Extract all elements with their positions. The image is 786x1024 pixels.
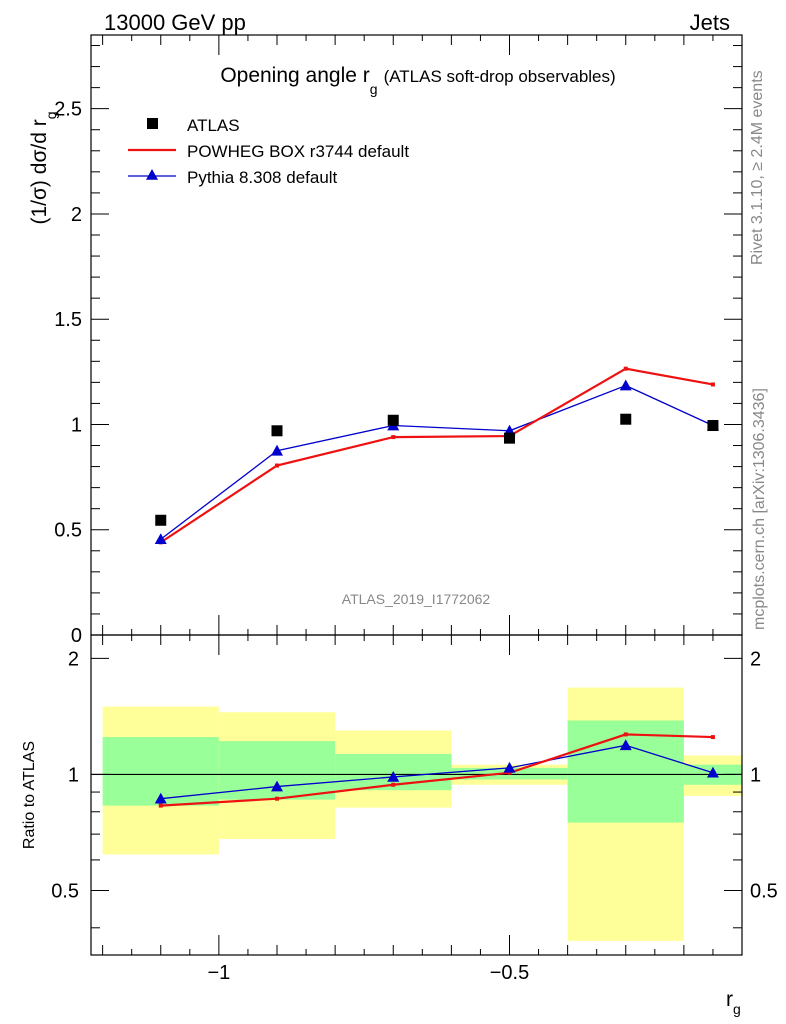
legend-label: Pythia 8.308 default <box>187 168 338 187</box>
x-axis-label: rg <box>726 988 741 1017</box>
main-y-tick-label: 1 <box>71 414 82 436</box>
ratio-panel-frame <box>90 634 743 956</box>
powheg-point <box>623 366 628 371</box>
main-y-tick-label: 2.5 <box>54 99 82 121</box>
ratio-pythia-point <box>387 770 400 782</box>
ratio-powheg-point <box>158 803 163 808</box>
analysis-watermark: ATLAS_2019_I1772062 <box>342 591 491 607</box>
x-tick-label: −1 <box>207 962 230 984</box>
main-y-tick-label: 0 <box>71 625 82 647</box>
ratio-powheg-line <box>160 733 713 807</box>
ratio-uncertainty-bands <box>91 687 742 941</box>
ratio-powheg-point <box>275 796 279 801</box>
ratio-pythia-point <box>706 766 719 778</box>
ratio-y-tick-label-right: 0.5 <box>750 880 778 902</box>
ratio-band-inner <box>567 720 684 823</box>
atlas-point <box>271 425 283 437</box>
plot-title: Opening angle rg(ATLAS soft-drop observa… <box>220 64 615 97</box>
main-y-axis-label: (1/σ) dσ/d rg <box>28 111 59 224</box>
ratio-powheg-point <box>710 735 715 740</box>
x-tick-label: −0.5 <box>490 962 529 984</box>
legend-label: POWHEG BOX r3744 default <box>187 142 409 161</box>
ratio-y-tick-label: 2 <box>68 648 79 670</box>
ratio-y-tick-label-right: 1 <box>750 764 761 786</box>
header-category-label: Jets <box>690 10 730 35</box>
ratio-y-tick-label-right: 2 <box>750 648 761 670</box>
powheg-point <box>391 435 396 440</box>
ratio-pythia-point <box>503 761 516 773</box>
atlas-point <box>504 432 515 444</box>
legend-label: ATLAS <box>187 116 240 135</box>
ratio-powheg-point <box>623 732 628 737</box>
ratio-powheg-point <box>391 782 396 787</box>
pythia-line <box>160 384 714 540</box>
rivet-version-label: Rivet 3.1.10, ≥ 2.4M events <box>749 70 766 265</box>
mcplots-label: mcplots.cern.ch [arXiv:1306.3436] <box>751 388 768 630</box>
main-y-tick-label: 1.5 <box>54 309 82 331</box>
ratio-y-tick-label: 0.5 <box>51 880 79 902</box>
ratio-powheg-point <box>507 770 512 775</box>
ratio-pythia-line <box>160 744 714 800</box>
ratio-y-tick-label: 1 <box>68 764 79 786</box>
ratio-y-axis-label: Ratio to ATLAS <box>21 741 38 849</box>
main-y-tick-label: 2 <box>71 204 82 226</box>
atlas-point <box>620 413 632 425</box>
main-panel-series <box>154 366 719 545</box>
atlas-point <box>707 420 719 432</box>
powheg-point <box>710 382 715 387</box>
powheg-line <box>160 367 714 544</box>
legend-atlas-marker <box>147 118 158 129</box>
ratio-pythia-point <box>619 739 632 751</box>
powheg-point <box>275 463 279 468</box>
ratio-panel-series <box>154 732 719 808</box>
ratio-pythia-point <box>154 792 167 804</box>
legend-pythia-marker <box>146 169 158 180</box>
pythia-point <box>619 379 632 391</box>
header-beam-label: 13000 GeV pp <box>104 10 246 35</box>
atlas-point <box>387 414 399 426</box>
ratio-pythia-point <box>271 780 283 792</box>
main-y-tick-label: 0.5 <box>54 520 82 542</box>
ratio-panel-axes: 0.5 0.5 1 1 2 2 −1 −0.5 <box>51 635 778 984</box>
legend: ATLAS POWHEG BOX r3744 default Pythia 8.30… <box>128 116 409 187</box>
main-panel-axes: 0 0.5 1 1.5 2 2.5 <box>54 35 743 647</box>
pythia-point <box>154 533 167 545</box>
atlas-point <box>155 514 167 526</box>
pythia-point <box>271 444 283 456</box>
